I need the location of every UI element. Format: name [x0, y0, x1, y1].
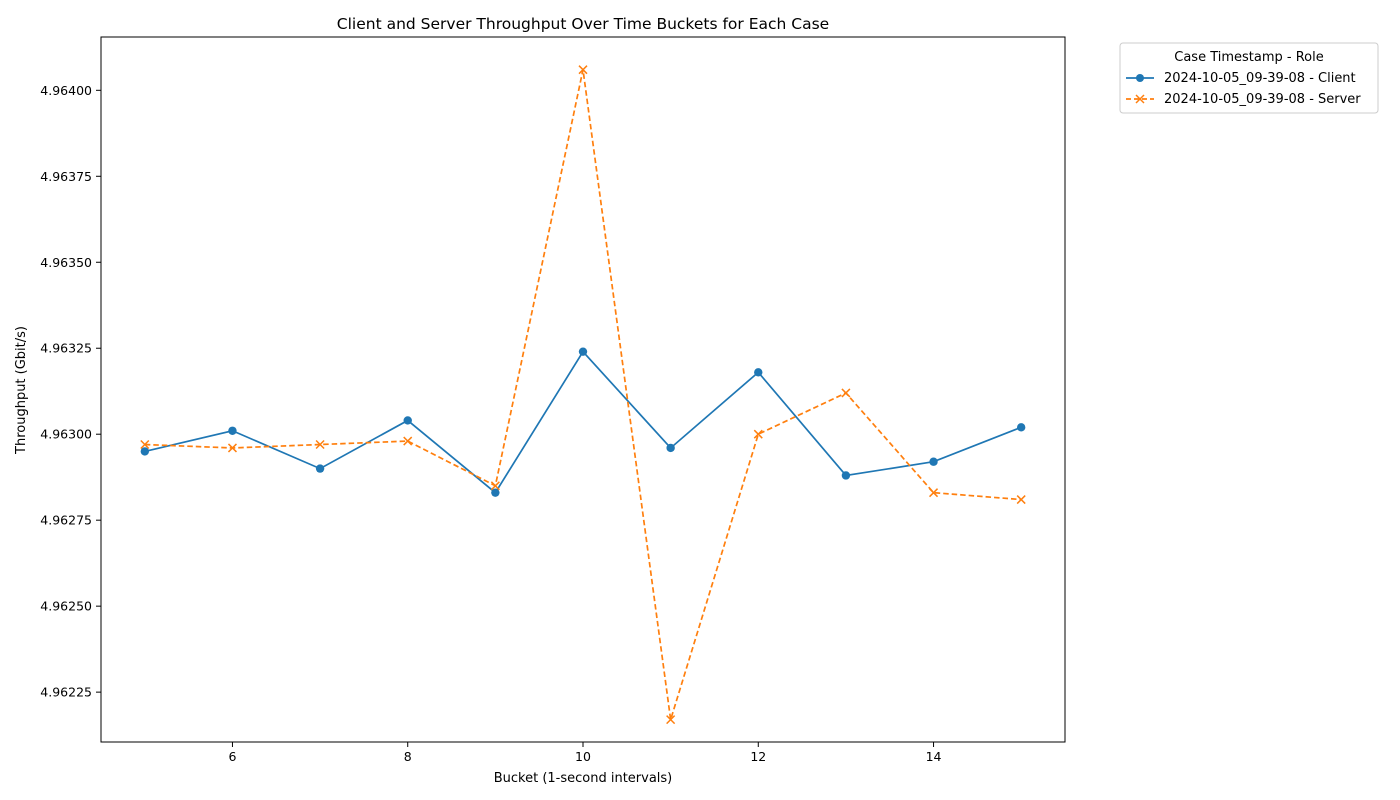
data-point [491, 488, 500, 497]
legend-label-server: 2024-10-05_09-39-08 - Server [1164, 92, 1361, 107]
data-point [490, 481, 500, 491]
y-tick-label: 4.96325 [40, 341, 92, 356]
plot-area [140, 65, 1026, 725]
y-axis: 4.96225 4.96250 4.96275 4.96300 4.96325 4.963… [40, 83, 101, 700]
legend-frame [1119, 42, 1379, 114]
y-tick-label: 4.96300 [40, 427, 92, 442]
y-tick-label: 4.96375 [40, 169, 92, 184]
y-tick-label: 4.96250 [40, 599, 92, 614]
y-tick-label: 4.96225 [40, 685, 92, 700]
data-point [753, 429, 763, 439]
data-point [754, 368, 763, 377]
legend-marker-client [1136, 74, 1144, 82]
data-point [228, 426, 237, 435]
data-point [578, 65, 588, 75]
plot-frame [100, 36, 1066, 743]
data-point [929, 488, 939, 498]
data-point [578, 347, 588, 356]
y-tick-label: 4.96400 [40, 83, 92, 98]
x-tick-label: 6 [228, 749, 236, 764]
data-point [666, 443, 675, 453]
x-tick-label: 8 [404, 749, 412, 764]
legend-entry-server: 2024-10-05_09-39-08 - Server [1126, 92, 1361, 107]
legend-title: Case Timestamp - Role [1174, 50, 1323, 65]
data-point [140, 439, 150, 450]
data-point [1016, 495, 1026, 505]
series-line [144, 350, 1022, 494]
data-point [315, 439, 325, 450]
y-tick-label: 4.96350 [40, 255, 92, 270]
y-axis-title: Throughput (Gbit/s) [14, 326, 29, 455]
data-point [1016, 423, 1026, 432]
series-client [140, 347, 1026, 497]
legend-marker-server [1135, 94, 1145, 104]
y-tick-label: 4.96275 [40, 513, 92, 528]
data-point [140, 447, 150, 456]
chart-title: Client and Server Throughput Over Time B… [337, 15, 829, 33]
series-server [140, 65, 1026, 725]
data-point [929, 457, 938, 466]
x-tick-label: 10 [575, 749, 591, 764]
legend-entry-client: 2024-10-05_09-39-08 - Client [1126, 71, 1356, 86]
x-axis-title: Bucket (1-second intervals) [494, 771, 673, 786]
data-point [315, 464, 325, 473]
data-point [227, 443, 237, 453]
data-point [403, 436, 413, 446]
x-tick-label: 12 [750, 749, 766, 764]
legend-label-client: 2024-10-05_09-39-08 - Client [1164, 71, 1356, 86]
legend: Case Timestamp - Role 2024-10-05_09-39-0… [1119, 42, 1379, 114]
data-point [841, 471, 851, 480]
data-point [666, 715, 676, 725]
data-point [403, 416, 412, 425]
data-point [841, 388, 851, 398]
x-tick-label: 14 [926, 749, 942, 764]
x-axis: 6 8 10 12 14 [228, 742, 942, 764]
series-line [144, 69, 1022, 720]
